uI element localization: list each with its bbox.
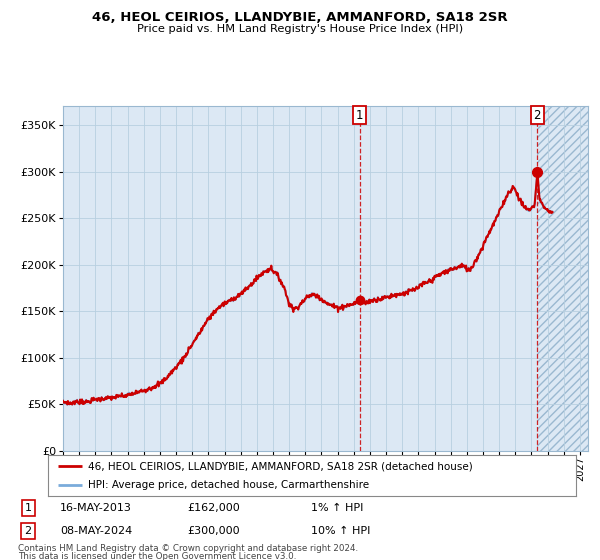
Text: 46, HEOL CEIRIOS, LLANDYBIE, AMMANFORD, SA18 2SR: 46, HEOL CEIRIOS, LLANDYBIE, AMMANFORD, …	[92, 11, 508, 24]
Text: This data is licensed under the Open Government Licence v3.0.: This data is licensed under the Open Gov…	[18, 552, 296, 560]
Text: 08-MAY-2024: 08-MAY-2024	[60, 526, 133, 536]
Text: 1: 1	[356, 109, 364, 122]
Text: £300,000: £300,000	[187, 526, 240, 536]
Text: 2: 2	[25, 526, 32, 536]
Text: HPI: Average price, detached house, Carmarthenshire: HPI: Average price, detached house, Carm…	[88, 480, 369, 489]
Text: 16-MAY-2013: 16-MAY-2013	[60, 503, 132, 513]
Text: 2: 2	[533, 109, 541, 122]
Text: Contains HM Land Registry data © Crown copyright and database right 2024.: Contains HM Land Registry data © Crown c…	[18, 544, 358, 553]
Text: 1% ↑ HPI: 1% ↑ HPI	[311, 503, 364, 513]
Text: £162,000: £162,000	[187, 503, 240, 513]
Bar	[537, 106, 588, 451]
Text: Price paid vs. HM Land Registry's House Price Index (HPI): Price paid vs. HM Land Registry's House …	[137, 24, 463, 34]
Text: 46, HEOL CEIRIOS, LLANDYBIE, AMMANFORD, SA18 2SR (detached house): 46, HEOL CEIRIOS, LLANDYBIE, AMMANFORD, …	[88, 461, 472, 471]
Text: 1: 1	[25, 503, 32, 513]
Text: 10% ↑ HPI: 10% ↑ HPI	[311, 526, 371, 536]
